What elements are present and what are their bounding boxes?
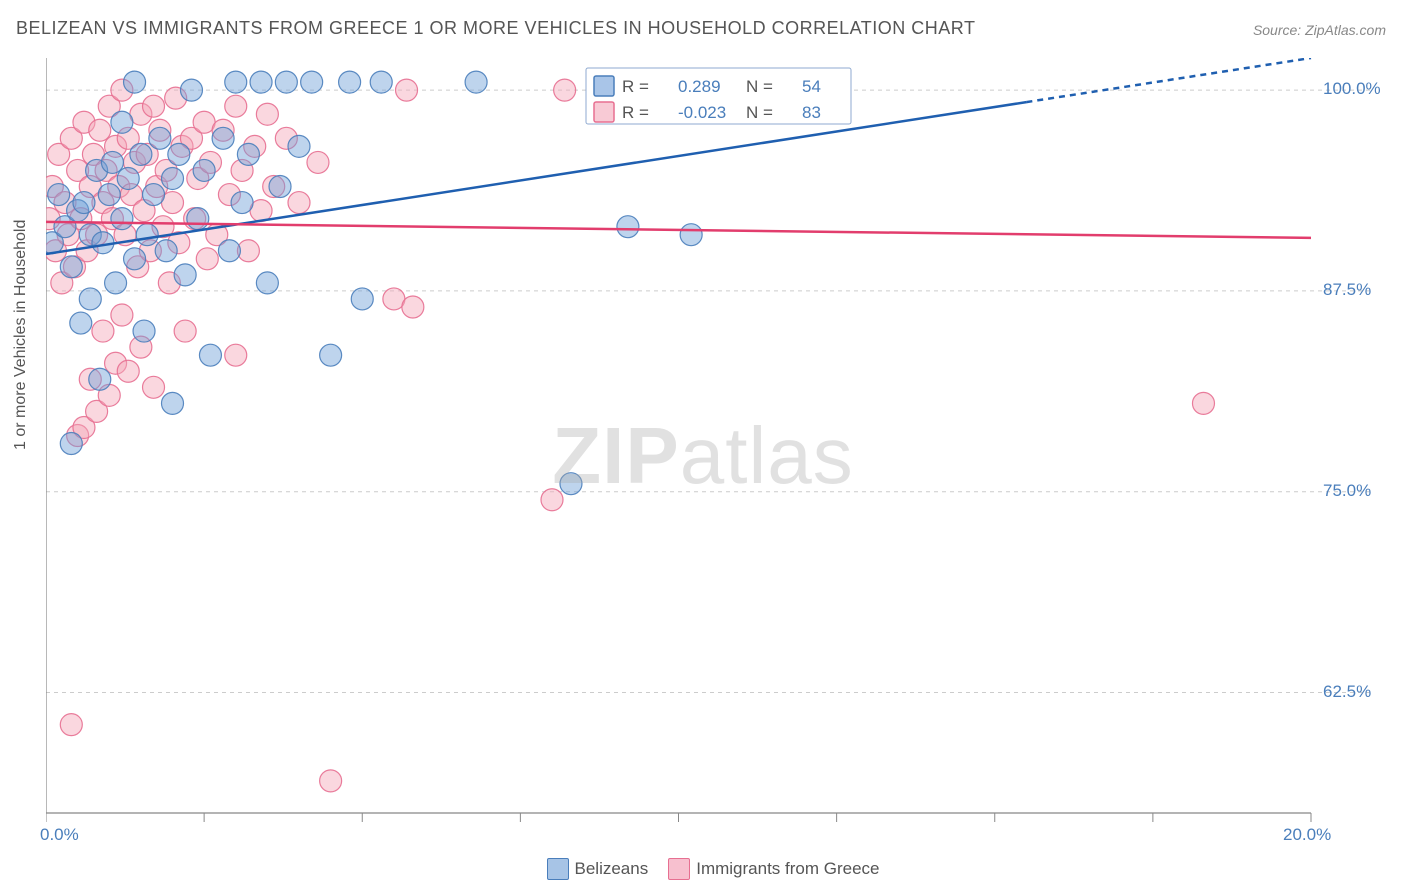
svg-text:N =: N = xyxy=(746,103,773,122)
chart-svg: R = 0.289 N = 54 R = -0.023 N = 83 xyxy=(46,58,1386,838)
legend-swatch xyxy=(668,858,690,880)
legend-label: Belizeans xyxy=(575,859,649,878)
svg-text:83: 83 xyxy=(802,103,821,122)
source-attribution: Source: ZipAtlas.com xyxy=(1253,22,1386,38)
axis-tick-label: 62.5% xyxy=(1323,682,1371,702)
y-axis-title: 1 or more Vehicles in Household xyxy=(12,220,30,450)
legend-label: Immigrants from Greece xyxy=(696,859,879,878)
scatter-chart: R = 0.289 N = 54 R = -0.023 N = 83 xyxy=(46,58,1386,838)
svg-text:54: 54 xyxy=(802,77,821,96)
chart-container: BELIZEAN VS IMMIGRANTS FROM GREECE 1 OR … xyxy=(0,0,1406,892)
axis-tick-label: 20.0% xyxy=(1283,825,1331,845)
bottom-legend: Belizeans Immigrants from Greece xyxy=(0,858,1406,880)
chart-title: BELIZEAN VS IMMIGRANTS FROM GREECE 1 OR … xyxy=(16,18,975,39)
axis-tick-label: 75.0% xyxy=(1323,481,1371,501)
svg-text:N =: N = xyxy=(746,77,773,96)
axis-tick-label: 0.0% xyxy=(40,825,79,845)
axis-tick-label: 100.0% xyxy=(1323,79,1381,99)
svg-text:R =: R = xyxy=(622,77,649,96)
svg-text:0.289: 0.289 xyxy=(678,77,721,96)
legend-swatch xyxy=(547,858,569,880)
axis-tick-label: 87.5% xyxy=(1323,280,1371,300)
svg-text:R =: R = xyxy=(622,103,649,122)
svg-text:-0.023: -0.023 xyxy=(678,103,726,122)
